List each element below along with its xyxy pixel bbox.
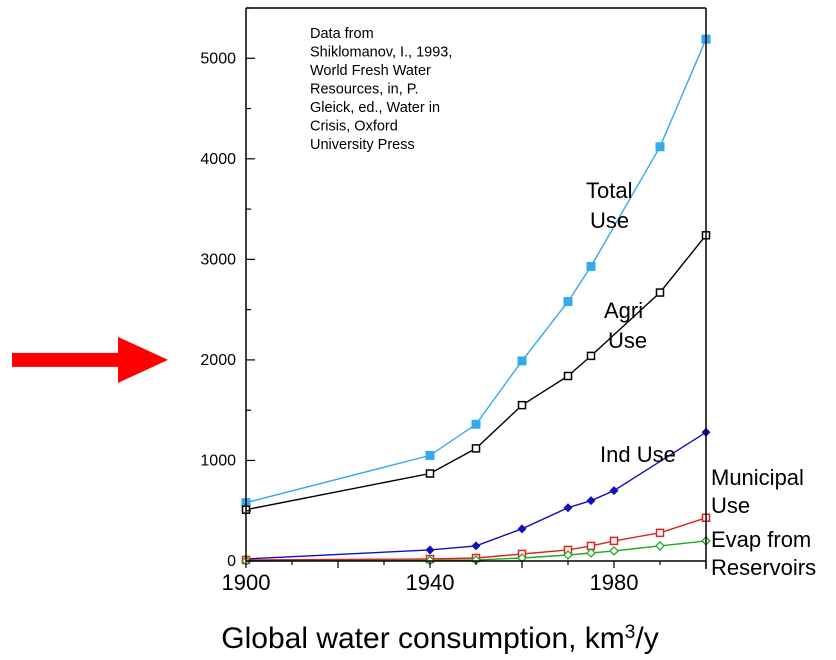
data-point <box>517 400 527 410</box>
series-line <box>245 38 707 504</box>
x-tick-label: 1940 <box>406 570 455 595</box>
red-arrow <box>12 336 168 383</box>
axes-layer: 0 1000 2000 3000 4000 5000 1900 1940 1980 <box>200 7 707 595</box>
data-point <box>425 469 435 478</box>
series-line <box>245 517 707 561</box>
source-note-line: World Fresh Water <box>310 63 431 79</box>
data-point <box>586 261 596 271</box>
data-point <box>563 297 573 307</box>
series-label-3: Use <box>711 493 750 518</box>
data-point <box>655 528 665 538</box>
series-layer <box>241 34 711 566</box>
caption-unit: /y <box>635 622 658 655</box>
series-line <box>245 234 707 511</box>
x-tick-label: 1900 <box>222 570 271 595</box>
data-point <box>655 540 665 551</box>
data-point <box>471 444 481 453</box>
data-point <box>586 496 596 506</box>
series-label-3: Municipal <box>711 465 804 490</box>
chart-caption: Global water consumption, km3/y <box>221 622 658 655</box>
data-point <box>609 486 619 496</box>
y-tick-label: 2000 <box>200 352 236 369</box>
series-label-0: Total <box>586 178 632 203</box>
data-point <box>609 536 619 546</box>
series-label-2: Ind Use <box>600 442 676 467</box>
data-point <box>517 524 527 534</box>
y-tick-label: 1000 <box>200 452 236 469</box>
data-point <box>563 503 573 513</box>
data-point <box>425 450 435 460</box>
data-point <box>655 142 665 152</box>
source-note-line: Gleick, ed., Water in <box>310 100 440 116</box>
source-note-line: Data from <box>310 26 374 42</box>
source-note-line: Resources, in, P. <box>310 82 419 98</box>
data-point <box>425 545 435 555</box>
source-note: Data from Shiklomanov, I., 1993, World Fre… <box>310 26 452 153</box>
data-point <box>586 351 596 361</box>
source-note-line: Crisis, Oxford <box>310 119 398 135</box>
series-1 <box>241 230 711 514</box>
series-label-1: Use <box>608 328 647 353</box>
series-label-1: Agri <box>604 298 643 323</box>
data-point <box>471 541 481 551</box>
series-label-0: Use <box>590 208 629 233</box>
data-point <box>563 371 573 381</box>
data-point <box>471 419 481 429</box>
y-tick-label: 4000 <box>200 151 236 168</box>
y-tick-label: 3000 <box>200 251 236 268</box>
data-point <box>563 550 573 560</box>
data-point <box>655 288 665 297</box>
y-tick-label: 5000 <box>200 50 236 67</box>
source-note-line: Shiklomanov, I., 1993, <box>310 45 452 61</box>
caption-superscript: 3 <box>625 622 636 643</box>
y-tick-label: 0 <box>227 553 236 570</box>
arrow-annotation <box>12 336 168 383</box>
source-note-line: University Press <box>310 137 415 153</box>
caption-text: Global water consumption, km <box>221 622 625 655</box>
series-label-4: Evap from <box>711 527 811 552</box>
data-point <box>586 548 596 558</box>
data-point <box>609 546 619 556</box>
x-tick-label: 1980 <box>590 570 639 595</box>
series-line <box>245 431 707 560</box>
data-point <box>517 356 527 366</box>
series-label-4: Reservoirs <box>711 555 816 580</box>
series-labels: Total Use Agri Use Ind Use Municipal Use Evap f… <box>586 178 816 580</box>
